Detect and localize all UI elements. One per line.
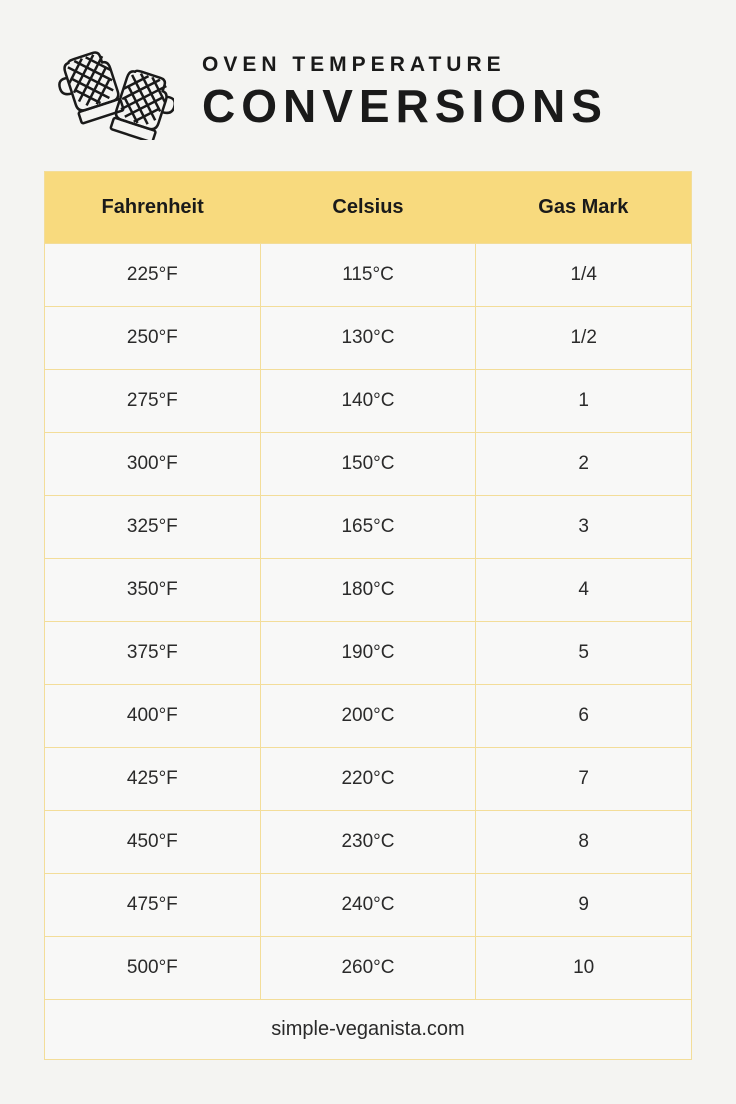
table-cell: 1/2	[475, 307, 691, 369]
table-cell: 150°C	[260, 433, 476, 495]
footer-attribution: simple-veganista.com	[45, 999, 691, 1059]
table-cell: 200°C	[260, 685, 476, 747]
table-cell: 300°F	[45, 433, 260, 495]
table-cell: 130°C	[260, 307, 476, 369]
table-cell: 225°F	[45, 244, 260, 306]
table-cell: 6	[475, 685, 691, 747]
oven-mitts-icon	[44, 40, 174, 145]
table-cell: 2	[475, 433, 691, 495]
table-cell: 10	[475, 937, 691, 999]
table-row: 300°F150°C2	[45, 432, 691, 495]
table-row: 450°F230°C8	[45, 810, 691, 873]
col-header-fahrenheit: Fahrenheit	[45, 172, 260, 243]
table-cell: 275°F	[45, 370, 260, 432]
col-header-celsius: Celsius	[260, 172, 475, 243]
table-cell: 400°F	[45, 685, 260, 747]
table-cell: 1	[475, 370, 691, 432]
table-cell: 180°C	[260, 559, 476, 621]
table-cell: 350°F	[45, 559, 260, 621]
table-cell: 5	[475, 622, 691, 684]
table-cell: 8	[475, 811, 691, 873]
table-cell: 9	[475, 874, 691, 936]
table-cell: 375°F	[45, 622, 260, 684]
table-header: Fahrenheit Celsius Gas Mark	[45, 172, 691, 243]
table-cell: 230°C	[260, 811, 476, 873]
table-cell: 140°C	[260, 370, 476, 432]
table-row: 500°F260°C10	[45, 936, 691, 999]
subtitle: OVEN TEMPERATURE	[202, 53, 692, 77]
page-title: CONVERSIONS	[202, 79, 692, 133]
table-cell: 4	[475, 559, 691, 621]
table-cell: 220°C	[260, 748, 476, 810]
table-cell: 3	[475, 496, 691, 558]
table-cell: 240°C	[260, 874, 476, 936]
table-cell: 1/4	[475, 244, 691, 306]
table-row: 400°F200°C6	[45, 684, 691, 747]
table-row: 275°F140°C1	[45, 369, 691, 432]
table-row: 375°F190°C5	[45, 621, 691, 684]
table-cell: 115°C	[260, 244, 476, 306]
table-cell: 190°C	[260, 622, 476, 684]
table-cell: 325°F	[45, 496, 260, 558]
table-cell: 260°C	[260, 937, 476, 999]
table-row: 425°F220°C7	[45, 747, 691, 810]
title-block: OVEN TEMPERATURE CONVERSIONS	[202, 53, 692, 133]
col-header-gasmark: Gas Mark	[476, 172, 691, 243]
table-cell: 7	[475, 748, 691, 810]
table-cell: 475°F	[45, 874, 260, 936]
table-row: 325°F165°C3	[45, 495, 691, 558]
table-row: 250°F130°C1/2	[45, 306, 691, 369]
table-row: 225°F115°C1/4	[45, 243, 691, 306]
table-cell: 500°F	[45, 937, 260, 999]
header: OVEN TEMPERATURE CONVERSIONS	[44, 40, 692, 145]
table-cell: 450°F	[45, 811, 260, 873]
table-row: 350°F180°C4	[45, 558, 691, 621]
table-body: 225°F115°C1/4250°F130°C1/2275°F140°C1300…	[45, 243, 691, 999]
table-row: 475°F240°C9	[45, 873, 691, 936]
table-cell: 165°C	[260, 496, 476, 558]
conversion-table: Fahrenheit Celsius Gas Mark 225°F115°C1/…	[44, 171, 692, 1060]
table-cell: 425°F	[45, 748, 260, 810]
table-cell: 250°F	[45, 307, 260, 369]
